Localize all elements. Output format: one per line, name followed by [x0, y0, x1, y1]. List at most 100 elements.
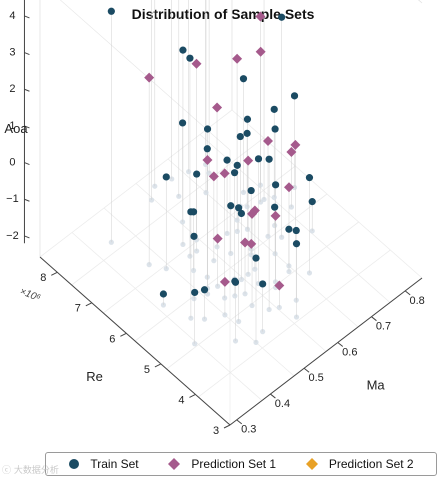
- x-tick-mark: [371, 316, 377, 322]
- legend-marker-prediction-1: [168, 458, 181, 470]
- prediction-set-1-point: [283, 182, 294, 193]
- train-point: [252, 254, 260, 262]
- train-point: [231, 278, 240, 286]
- x-tick-mark: [303, 367, 310, 373]
- z-tick-mark: [24, 52, 30, 56]
- y-tick-mark: [223, 424, 231, 429]
- train-point: [203, 145, 211, 153]
- prediction-set-1-point: [247, 208, 258, 219]
- train-point: [270, 105, 278, 113]
- train-point: [271, 203, 279, 211]
- prediction-set-1-point: [144, 72, 155, 83]
- prediction-set-1-point: [243, 155, 254, 166]
- x-axis-line: [229, 277, 423, 426]
- points-layer: [107, 0, 316, 347]
- x-axis-label: Ma: [367, 378, 386, 393]
- train-point: [259, 280, 267, 288]
- z-tick-label: −2: [6, 230, 19, 242]
- z-tick-label: 1: [9, 120, 15, 132]
- z-tick-mark: [24, 125, 30, 129]
- legend-marker-train: [69, 459, 80, 469]
- x-tick-mark: [236, 419, 243, 425]
- train-point: [230, 169, 239, 177]
- z-tick-label: −1: [6, 193, 19, 205]
- y-tick-label: 6: [109, 333, 115, 345]
- x-tick-label: 0.5: [308, 372, 323, 384]
- prediction-set-1-point: [219, 276, 230, 287]
- floor-gridline: [39, 109, 233, 258]
- z-tick-mark: [24, 88, 30, 92]
- x-tick-mark: [404, 290, 411, 296]
- z-tick-label: 0: [9, 156, 15, 168]
- train-point: [305, 174, 314, 182]
- train-point: [223, 156, 231, 164]
- prediction-set-1-point: [212, 233, 223, 244]
- z-tick-mark: [24, 235, 30, 239]
- z-tick-label: 3: [9, 46, 15, 58]
- y-axis-multiplier: ×10⁶: [18, 286, 42, 304]
- train-point: [107, 7, 115, 15]
- wall-edge: [59, 0, 231, 151]
- prediction-set-1-point: [240, 237, 251, 248]
- train-point: [235, 204, 243, 212]
- y-tick-mark: [189, 394, 196, 398]
- legend: Train Set Prediction Set 1 Prediction Se…: [45, 452, 437, 476]
- z-tick-mark: [24, 162, 30, 166]
- train-point: [227, 202, 235, 210]
- train-point: [239, 75, 248, 83]
- train-point: [247, 186, 255, 195]
- train-point: [278, 13, 286, 21]
- y-axis-line: [39, 256, 231, 426]
- train-point: [203, 125, 212, 133]
- train-point: [200, 286, 209, 294]
- plot-area: 0.30.40.50.60.70.8345678−2−1012345MaRe×1…: [4, 0, 425, 437]
- prediction-set-1-point: [270, 210, 281, 221]
- legend-item-train: Train Set: [68, 457, 139, 471]
- z-tick-mark: [24, 15, 30, 19]
- legend-label-prediction-2: Prediction Set 2: [328, 457, 414, 471]
- x-tick-label: 0.4: [275, 398, 290, 410]
- train-point: [292, 240, 301, 248]
- z-tick-label: 4: [9, 10, 15, 22]
- legend-item-prediction-1: Prediction Set 1: [167, 457, 276, 471]
- train-point: [193, 170, 201, 178]
- train-point: [191, 288, 199, 297]
- legend-label-train: Train Set: [90, 457, 139, 471]
- train-point: [178, 119, 187, 127]
- train-point: [236, 132, 244, 141]
- train-point: [271, 125, 279, 133]
- prediction-set-1-point: [255, 11, 266, 22]
- prediction-set-1-point: [202, 155, 213, 166]
- watermark: ⓒ 大数据分析: [2, 466, 59, 476]
- x-tick-mark: [270, 393, 276, 399]
- train-point: [285, 225, 293, 233]
- legend-label-prediction-1: Prediction Set 1: [191, 457, 277, 471]
- prediction-set-1-point: [208, 171, 219, 182]
- train-point: [187, 208, 195, 216]
- z-tick-label: 2: [9, 83, 15, 95]
- y-tick-mark: [120, 332, 127, 337]
- y-tick-label: 7: [75, 303, 81, 315]
- z-tick-mark: [24, 198, 30, 202]
- prediction-set-1-point: [274, 280, 285, 291]
- x-tick-label: 0.6: [342, 346, 357, 358]
- train-point: [254, 155, 263, 163]
- train-point: [159, 290, 168, 298]
- train-point: [162, 173, 170, 181]
- prediction-set-1-point: [286, 146, 297, 157]
- train-point: [243, 129, 251, 137]
- x-tick-label: 0.7: [376, 321, 391, 333]
- train-point: [186, 54, 194, 62]
- y-tick-mark: [51, 271, 58, 276]
- legend-marker-prediction-2: [305, 458, 318, 470]
- prediction-set-1-point: [290, 139, 301, 150]
- train-point: [243, 115, 252, 123]
- floor-gridline: [71, 137, 264, 286]
- y-tick-label: 5: [144, 364, 150, 376]
- prediction-set-1-point: [263, 135, 274, 146]
- train-point: [292, 226, 300, 235]
- x-tick-label: 0.3: [241, 424, 256, 436]
- y-tick-label: 4: [178, 394, 184, 406]
- train-point: [233, 161, 241, 169]
- prediction-set-1-point: [191, 58, 202, 69]
